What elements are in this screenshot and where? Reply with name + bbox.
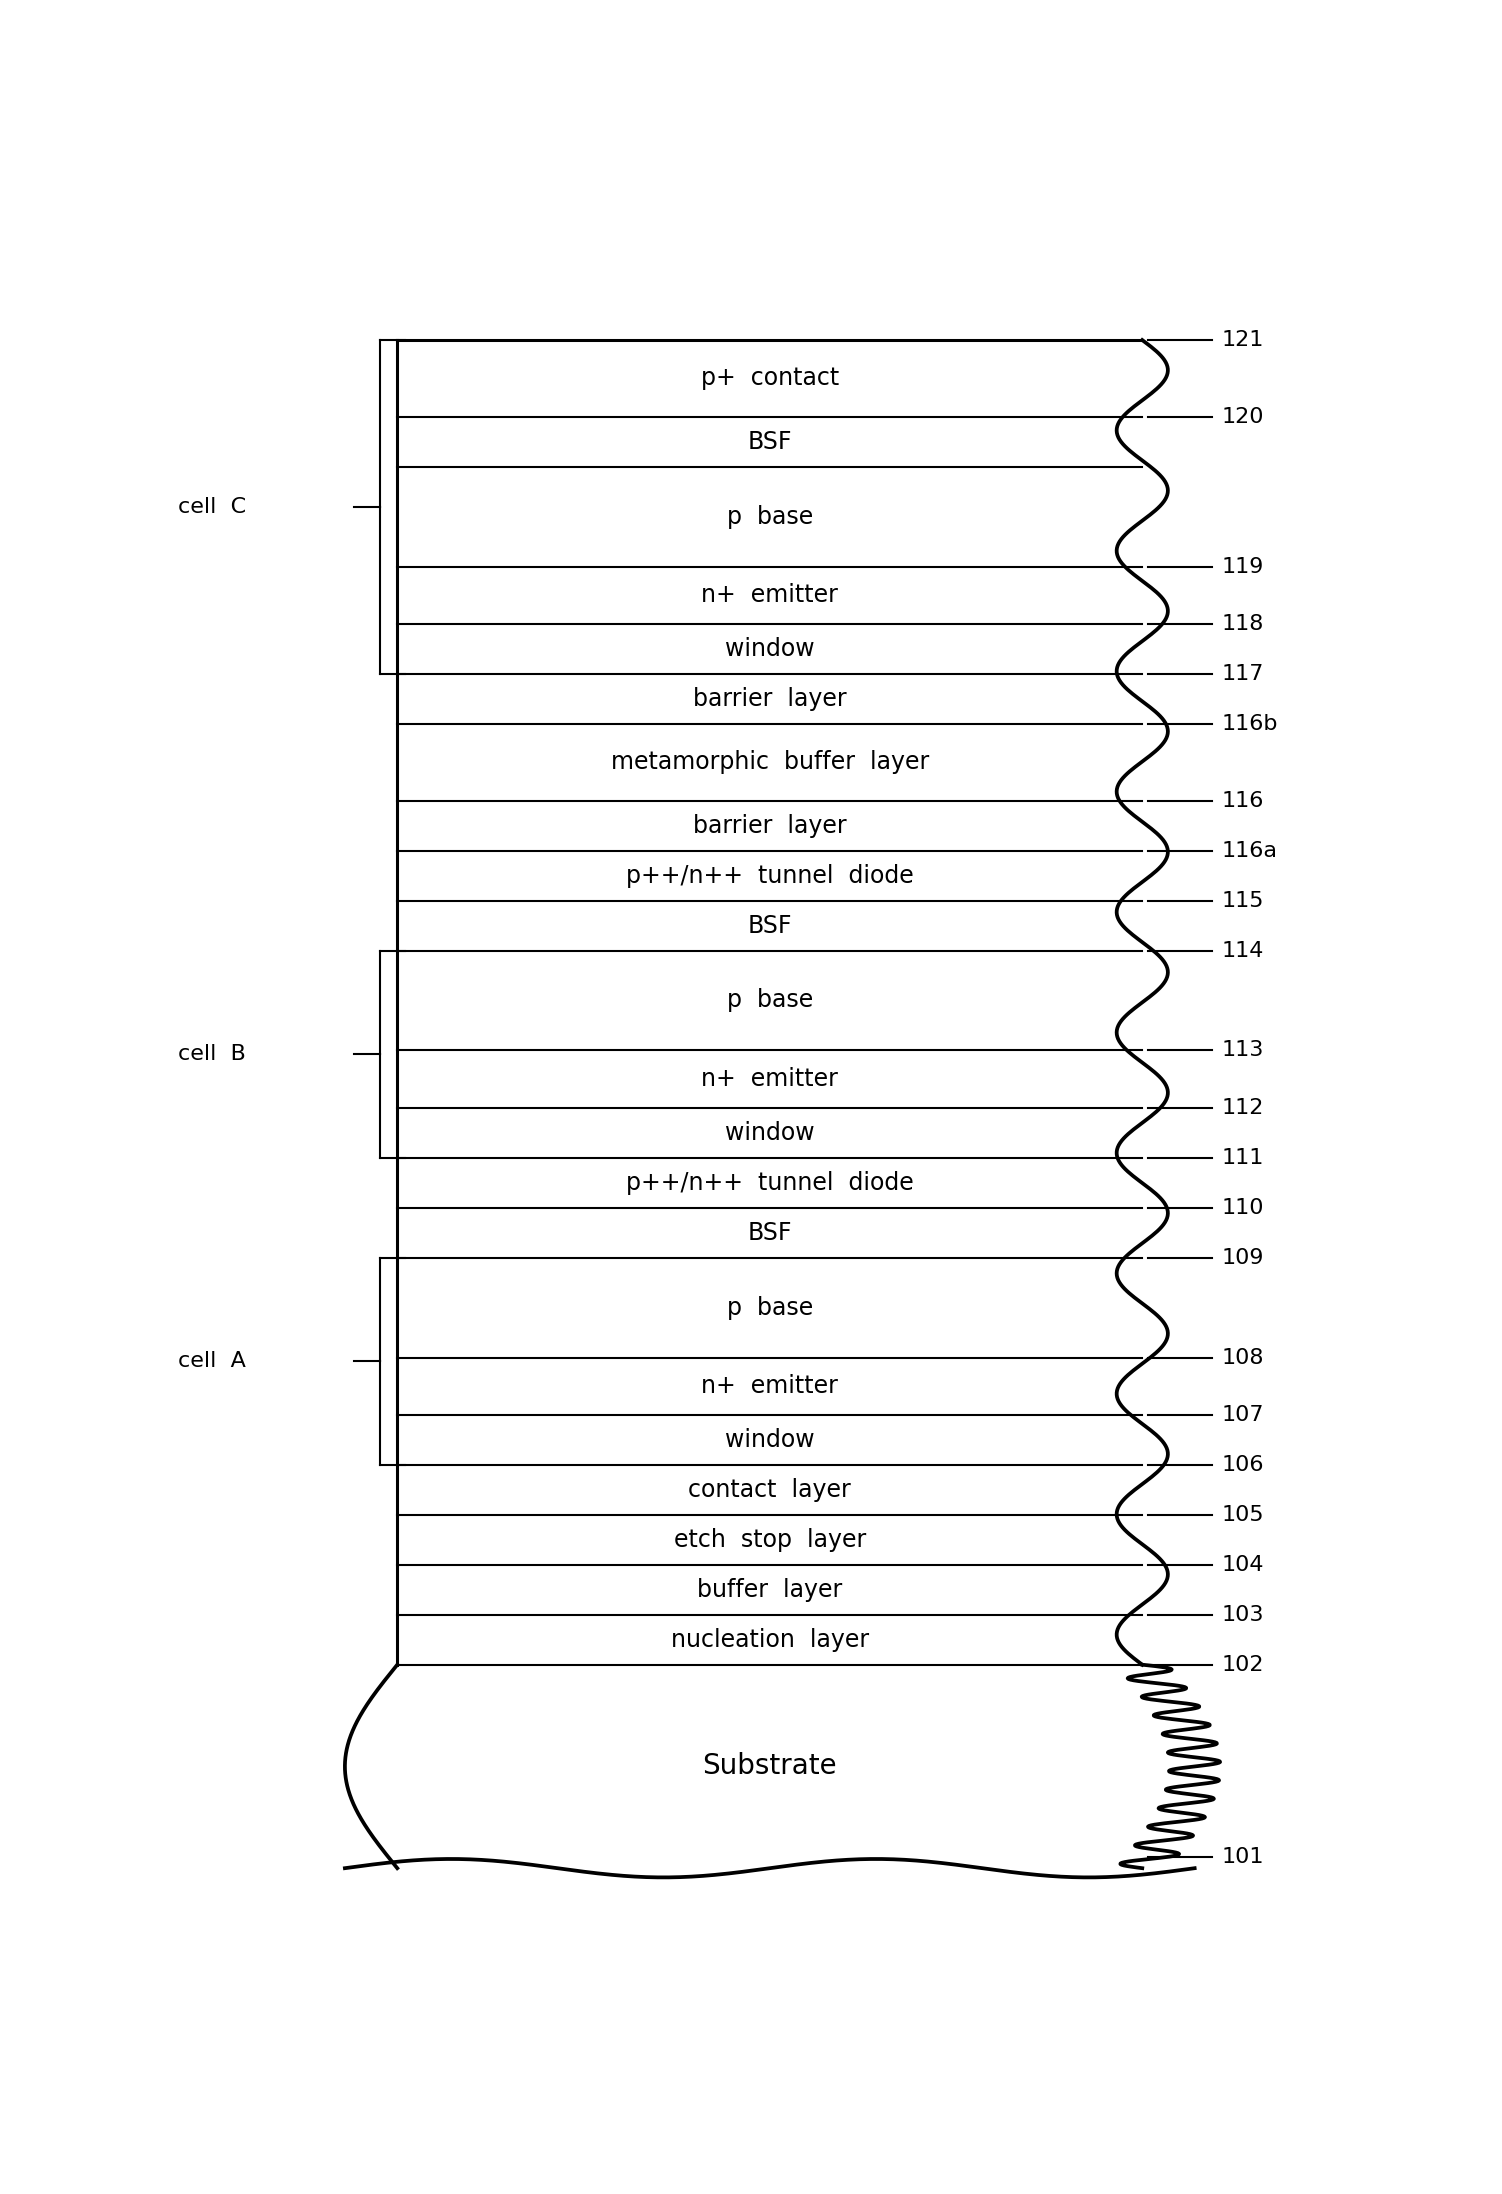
Text: window: window — [725, 1121, 814, 1145]
Text: 108: 108 — [1221, 1347, 1263, 1367]
Text: 104: 104 — [1221, 1556, 1263, 1575]
Text: metamorphic  buffer  layer: metamorphic buffer layer — [611, 750, 928, 774]
Text: 111: 111 — [1221, 1147, 1263, 1167]
Text: nucleation  layer: nucleation layer — [671, 1628, 868, 1652]
Text: n+  emitter: n+ emitter — [701, 1066, 838, 1090]
Text: 110: 110 — [1221, 1198, 1263, 1218]
Text: p+  contact: p+ contact — [700, 366, 840, 391]
Text: cell  C: cell C — [177, 498, 246, 518]
Text: 112: 112 — [1221, 1097, 1263, 1119]
Text: p++/n++  tunnel  diode: p++/n++ tunnel diode — [626, 1172, 913, 1196]
Text: Substrate: Substrate — [703, 1753, 837, 1782]
Text: 114: 114 — [1221, 941, 1263, 961]
Text: 115: 115 — [1221, 891, 1263, 911]
Text: n+  emitter: n+ emitter — [701, 584, 838, 608]
Text: barrier  layer: barrier layer — [692, 814, 847, 838]
Text: 116: 116 — [1221, 790, 1263, 812]
Text: 116a: 116a — [1221, 840, 1277, 860]
Text: n+  emitter: n+ emitter — [701, 1373, 838, 1398]
Text: 120: 120 — [1221, 406, 1263, 428]
Text: 121: 121 — [1221, 329, 1263, 351]
Text: 103: 103 — [1221, 1604, 1263, 1626]
Text: cell  A: cell A — [179, 1352, 246, 1371]
Text: 117: 117 — [1221, 665, 1263, 685]
Text: BSF: BSF — [748, 913, 792, 937]
Text: p  base: p base — [727, 505, 813, 529]
Text: 119: 119 — [1221, 557, 1263, 577]
Text: 109: 109 — [1221, 1248, 1263, 1268]
Text: 102: 102 — [1221, 1654, 1263, 1674]
Text: 118: 118 — [1221, 614, 1263, 634]
Text: BSF: BSF — [748, 430, 792, 454]
Text: barrier  layer: barrier layer — [692, 687, 847, 711]
Text: 101: 101 — [1221, 1847, 1263, 1867]
Text: 113: 113 — [1221, 1040, 1263, 1060]
Text: p  base: p base — [727, 1297, 813, 1319]
Text: contact  layer: contact layer — [688, 1479, 852, 1503]
Text: p  base: p base — [727, 989, 813, 1011]
Text: cell  B: cell B — [179, 1044, 246, 1064]
Text: BSF: BSF — [748, 1220, 792, 1244]
Text: 106: 106 — [1221, 1455, 1263, 1474]
Text: window: window — [725, 636, 814, 660]
Text: 107: 107 — [1221, 1404, 1263, 1426]
Text: 116b: 116b — [1221, 713, 1278, 735]
Text: p++/n++  tunnel  diode: p++/n++ tunnel diode — [626, 864, 913, 889]
Text: etch  stop  layer: etch stop layer — [674, 1527, 865, 1551]
Text: 105: 105 — [1221, 1505, 1265, 1525]
Text: buffer  layer: buffer layer — [697, 1577, 843, 1602]
Text: window: window — [725, 1428, 814, 1452]
